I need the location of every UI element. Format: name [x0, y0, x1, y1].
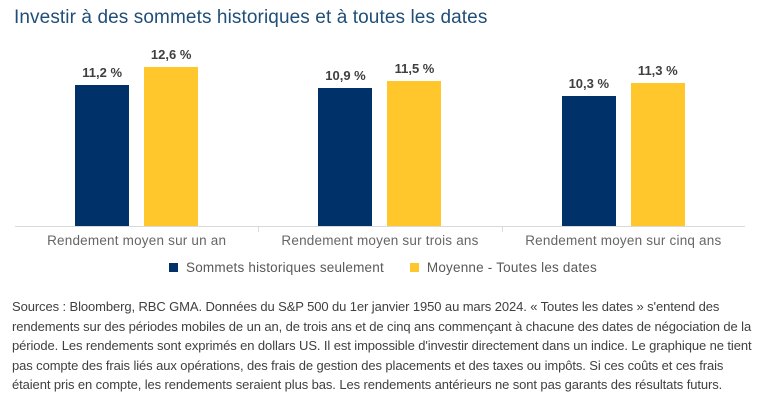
legend: Sommets historiques seulement Moyenne - T…	[0, 260, 766, 275]
bar-value-label: 11,2 %	[82, 64, 123, 80]
category-label: Rendement moyen sur cinq ans	[525, 233, 722, 248]
plot-area: 11,2 % 12,6 % 10,9 % 11,5 % 10,3 % 11,3 %	[15, 40, 745, 232]
bar-groups: 11,2 % 12,6 % 10,9 % 11,5 % 10,3 % 11,3 %	[15, 40, 745, 226]
legend-swatch-icon	[409, 263, 419, 272]
legend-label: Moyenne - Toutes les dates	[426, 260, 597, 275]
bar-group: 11,2 % 12,6 %	[15, 40, 258, 226]
bar-wrap: 10,9 %	[318, 68, 373, 226]
bar-sommets-historiques	[561, 95, 616, 226]
bar-value-label: 11,5 %	[394, 60, 435, 76]
bar-sommets-historiques	[75, 84, 130, 226]
legend-item: Sommets historiques seulement	[169, 260, 384, 275]
legend-swatch-icon	[169, 263, 179, 272]
bar-value-label: 10,3 %	[568, 75, 610, 91]
bar-wrap: 10,3 %	[561, 76, 616, 226]
bar-wrap: 11,5 %	[387, 61, 442, 226]
category-label: Rendement moyen sur un an	[47, 233, 227, 248]
legend-label: Sommets historiques seulement	[186, 260, 384, 275]
bar-wrap: 11,2 %	[75, 65, 130, 226]
bar-group: 10,9 % 11,5 %	[258, 40, 501, 226]
axis-tick	[258, 226, 260, 232]
bar-value-label: 11,3 %	[637, 63, 678, 79]
bar-value-label: 10,9 %	[325, 68, 366, 84]
chart-title: Investir à des sommets historiques et à …	[14, 7, 488, 28]
category-axis: Rendement moyen sur un an Rendement moyen…	[15, 233, 745, 248]
bar-wrap: 12,6 %	[144, 47, 199, 226]
bar-toutes-les-dates	[387, 80, 442, 226]
legend-item: Moyenne - Toutes les dates	[409, 260, 597, 275]
source-disclaimer-text: Sources : Bloomberg, RBC GMA. Données du…	[12, 299, 752, 392]
bar-group: 10,3 % 11,3 %	[502, 40, 745, 226]
bar-wrap: 11,3 %	[630, 63, 685, 226]
bar-value-label: 12,6 %	[150, 46, 192, 62]
bar-toutes-les-dates	[144, 66, 199, 226]
bar-toutes-les-dates	[630, 83, 685, 226]
category-label: Rendement moyen sur trois ans	[281, 233, 479, 248]
axis-tick	[501, 226, 503, 232]
bar-sommets-historiques	[318, 88, 373, 226]
